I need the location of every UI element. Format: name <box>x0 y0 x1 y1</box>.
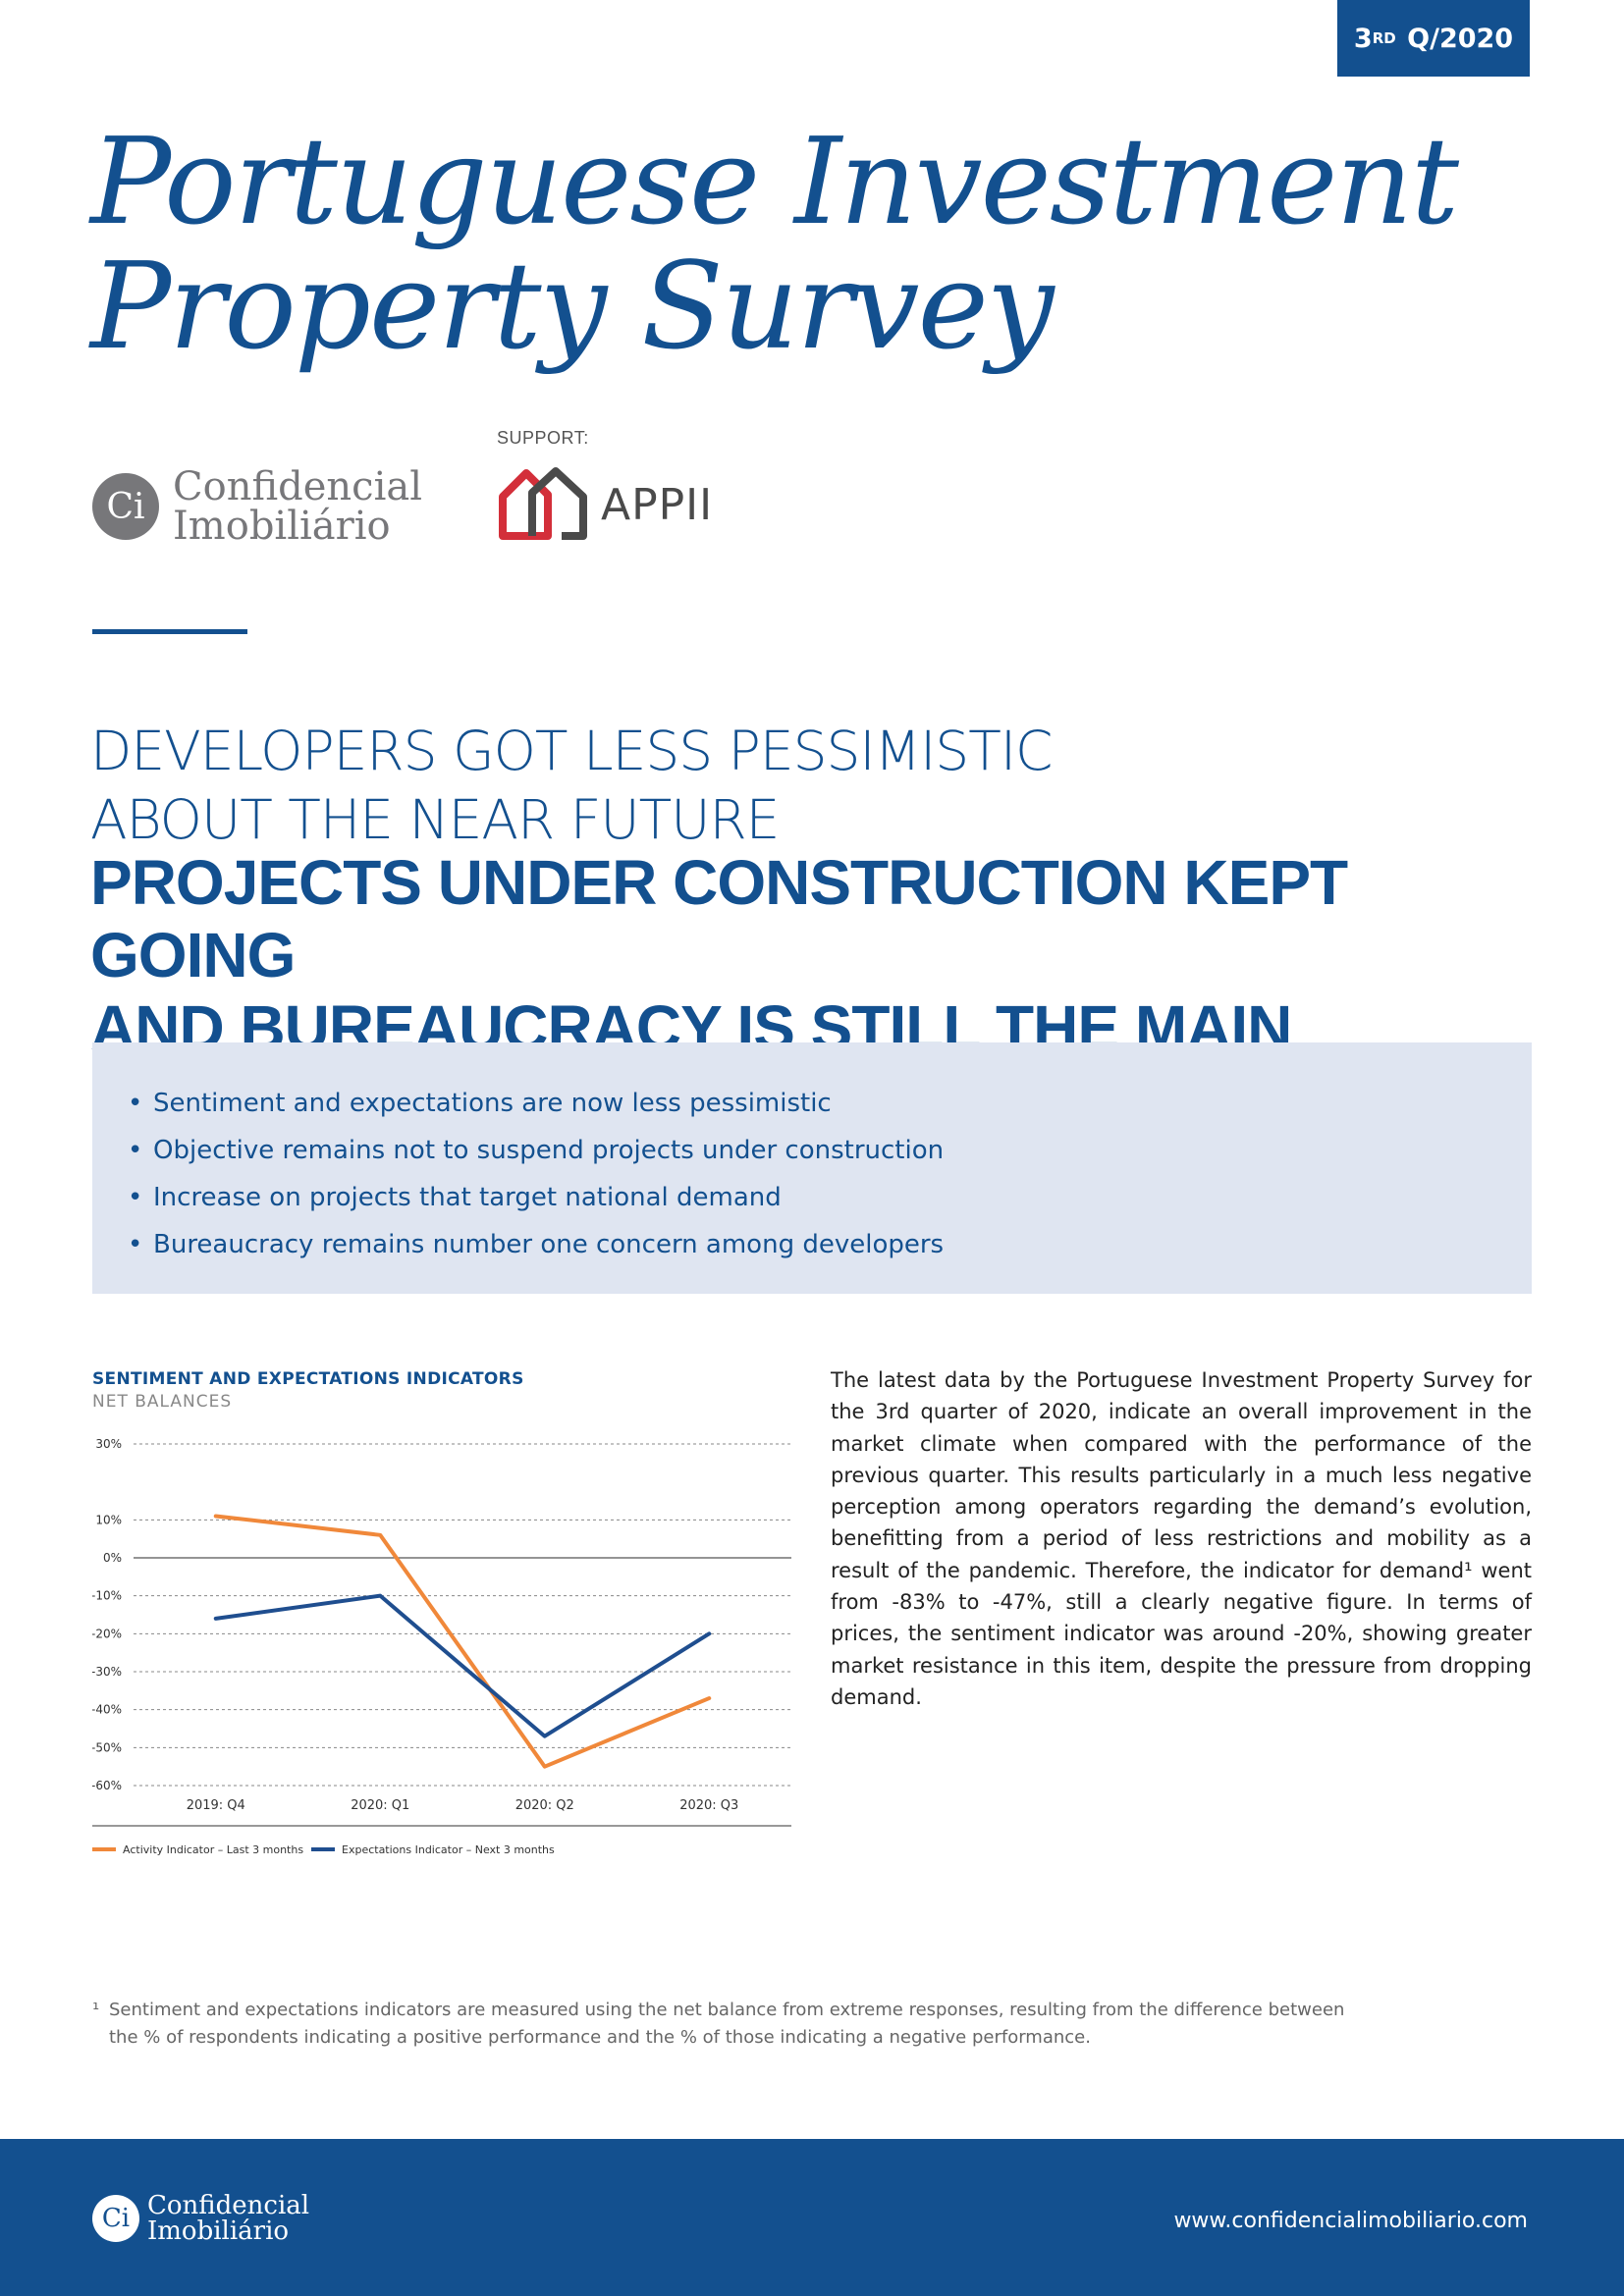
highlight-item: Bureaucracy remains number one concern a… <box>128 1221 1532 1268</box>
y-tick-label: -30% <box>92 1665 122 1679</box>
ci-logo-text: Confidencial Imobiliário <box>173 467 422 546</box>
headline-subtitle: DEVELOPERS GOT LESS PESSIMISTIC ABOUT TH… <box>90 717 1053 854</box>
y-tick-label: -50% <box>92 1740 122 1754</box>
y-tick-label: -10% <box>92 1589 122 1603</box>
footer-logo-line-1: Confidencial <box>147 2191 310 2220</box>
ci-logo-line-2: Imobiliário <box>173 504 391 549</box>
headline-sub-line-2: ABOUT THE NEAR FUTURE <box>90 788 780 851</box>
title-line-2: Property Survey <box>90 237 1055 376</box>
chart-subtitle: NET BALANCES <box>92 1392 233 1412</box>
badge-period: Q/2020 <box>1407 23 1514 54</box>
y-tick-label: -40% <box>92 1703 122 1717</box>
badge-ordinal: 3 <box>1353 23 1373 54</box>
page-title: Portuguese Investment Property Survey <box>90 120 1465 369</box>
quarter-badge: 3 RD Q/2020 <box>1337 0 1530 77</box>
y-tick-label: 30% <box>95 1437 122 1451</box>
footer-logo-icon: Ci <box>92 2195 139 2242</box>
ci-logo: Ci Confidencial Imobiliário <box>92 467 422 546</box>
appii-logo-text: APPII <box>601 479 714 530</box>
ci-logo-icon: Ci <box>92 473 159 540</box>
legend-label: Activity Indicator – Last 3 months <box>123 1843 303 1856</box>
footer-logo-text: Confidencial Imobiliário <box>147 2193 309 2244</box>
highlights-box: Sentiment and expectations are now less … <box>92 1042 1532 1294</box>
legend-label: Expectations Indicator – Next 3 months <box>342 1843 555 1856</box>
footer-logo-line-2: Imobiliário <box>147 2216 290 2246</box>
body-paragraph: The latest data by the Portuguese Invest… <box>831 1368 1532 1709</box>
ci-logo-line-1: Confidencial <box>173 464 423 509</box>
highlight-item: Sentiment and expectations are now less … <box>128 1080 1532 1127</box>
x-tick-label: 2020: Q1 <box>351 1798 409 1813</box>
footnote-marker: ¹ <box>92 2000 100 2020</box>
series-line <box>213 1593 712 1738</box>
y-tick-label: -20% <box>92 1627 122 1640</box>
sentiment-line-chart: 30% 10% 0% -10% -20% -30% -40% -50% -60% 2019: Q4… <box>92 1437 791 1856</box>
appii-logo: APPII <box>497 467 713 542</box>
y-tick-label: -60% <box>92 1779 122 1792</box>
appii-house-icon <box>499 467 587 540</box>
y-tick-label: 0% <box>103 1551 122 1565</box>
footer-website-link[interactable]: www.confidencialimobiliario.com <box>1173 2209 1528 2233</box>
accent-divider <box>92 629 247 634</box>
footer-bar <box>0 2139 1624 2296</box>
support-label: SUPPORT: <box>497 428 589 448</box>
headline-sub-line-1: DEVELOPERS GOT LESS PESSIMISTIC <box>90 720 1053 782</box>
footer-logo: Ci Confidencial Imobiliário <box>92 2193 309 2244</box>
x-tick-label: 2020: Q3 <box>679 1798 738 1813</box>
y-tick-label: 10% <box>95 1513 122 1526</box>
x-tick-label: 2020: Q2 <box>515 1798 574 1813</box>
footnote-text: Sentiment and expectations indicators ar… <box>109 2000 1345 2048</box>
badge-suffix: RD <box>1372 29 1396 47</box>
highlight-item: Increase on projects that target nationa… <box>128 1174 1532 1221</box>
series-line <box>213 1514 712 1769</box>
headline-main-line-1: PROJECTS UNDER CONSTRUCTION KEPT GOING <box>90 847 1348 990</box>
chart-title: SENTIMENT AND EXPECTATIONS INDICATORS <box>92 1369 524 1389</box>
title-line-1: Portuguese Investment <box>90 112 1459 251</box>
x-tick-label: 2019: Q4 <box>187 1798 245 1813</box>
highlight-item: Objective remains not to suspend project… <box>128 1127 1532 1174</box>
footnote: ¹ Sentiment and expectations indicators … <box>92 1997 1369 2052</box>
